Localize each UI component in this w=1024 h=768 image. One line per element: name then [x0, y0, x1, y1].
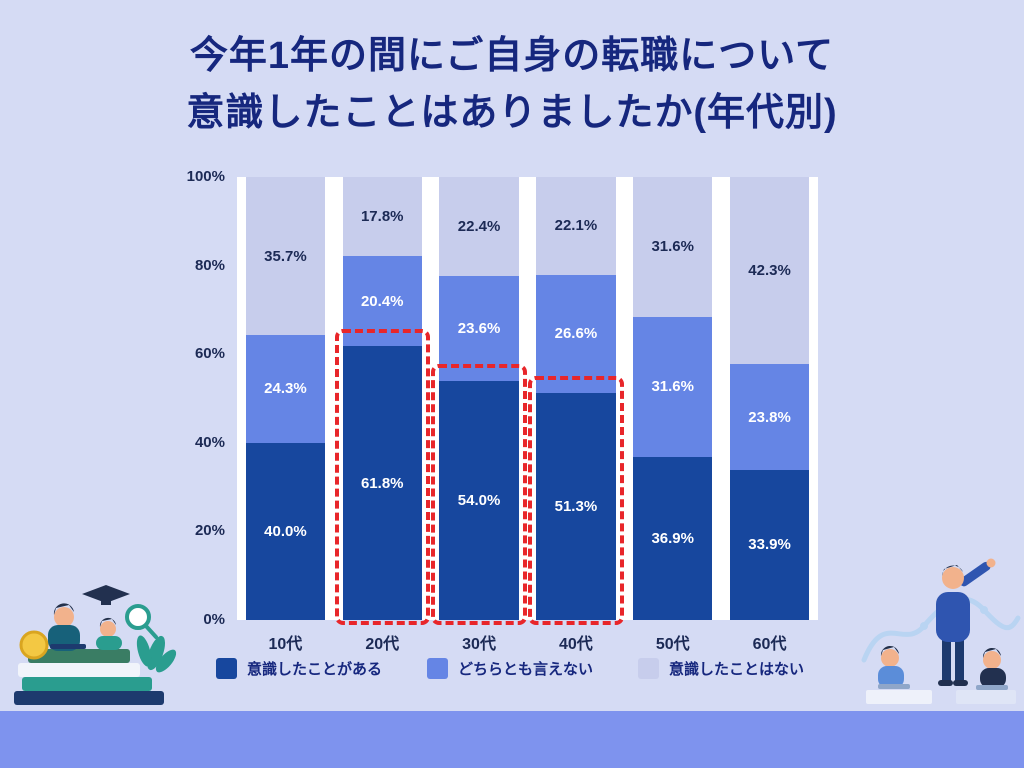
bar-segment: 31.6% [633, 177, 713, 317]
bar-segment: 20.4% [342, 255, 422, 347]
standing-businessman [936, 558, 996, 686]
coin-icon [19, 630, 49, 660]
page-title: 今年1年の間にご自身の転職について 意識したことはありましたか(年代別) [0, 28, 1024, 142]
pedestal-blocks [866, 690, 1016, 704]
graduation-cap-icon [82, 585, 130, 605]
stacked-bar-10代: 40.0% 24.3% 35.7% [245, 177, 326, 620]
second-person [96, 617, 122, 650]
stacked-bar-60代: 33.9% 23.8% 42.3% [729, 177, 810, 620]
stacked-bar-30代: 54.0% 23.6% 22.4% [439, 177, 519, 620]
bar-segment: 61.8% [342, 346, 422, 620]
bar-value-label: 23.6% [457, 320, 501, 337]
bar-value-label: 35.7% [264, 247, 307, 265]
bar-value-label: 17.8% [360, 207, 404, 225]
bar-value-label: 33.9% [748, 536, 791, 554]
decor-illustration-study-left [14, 585, 177, 705]
bar-segment: 24.3% [245, 335, 326, 443]
footer-band [0, 711, 1024, 768]
y-axis-label-100%: 100% [186, 168, 225, 185]
x-axis-label-40代: 40代 [558, 636, 593, 653]
plant-leaves [136, 635, 177, 673]
x-axis-label-30代: 30代 [462, 636, 496, 653]
page-title-line2: 意識したことはありましたか(年代別) [186, 92, 838, 134]
bar-value-label: 40.0% [264, 522, 307, 540]
stacked-bar-chart: 40.0% 24.3% 35.7% 61.8% 20.4% 17.8% 54.0% 23.6%… [187, 168, 818, 653]
book-stack [14, 649, 164, 705]
bar-value-label: 42.3% [748, 262, 791, 280]
bar-segment: 17.8% [342, 177, 422, 256]
bar-column-30代: 54.0% 23.6% 22.4% [431, 177, 528, 625]
bar-column-50代: 36.9% 31.6% 31.6% [624, 177, 721, 620]
bar-segment: 35.7% [245, 177, 326, 336]
bar-segment: 51.3% [536, 392, 616, 620]
bar-value-label: 61.8% [360, 474, 404, 492]
magnifier-icon [125, 604, 158, 639]
bar-segment: 23.6% [439, 276, 519, 381]
bar-value-label: 22.4% [457, 218, 501, 236]
x-axis: 10代 20代 30代 40代 50代 60代 [237, 630, 818, 654]
legend-swatch [638, 658, 659, 679]
decor-illustration-business-right [861, 558, 1021, 704]
y-axis-label-20%: 20% [194, 522, 225, 540]
x-axis-label-10代: 10代 [268, 636, 303, 653]
page-title-line1: 今年1年の間にご自身の転職について [189, 35, 835, 77]
x-axis-label-20代: 20代 [365, 636, 400, 653]
legend-swatch [215, 658, 237, 679]
bar-segment: 23.8% [729, 364, 810, 470]
bar-segment: 42.3% [729, 177, 810, 365]
bar-value-label: 36.9% [651, 529, 694, 547]
bar-segment: 31.6% [633, 316, 713, 457]
bar-column-10代: 40.0% 24.3% 35.7% [237, 177, 334, 620]
legend-item: 意識したことはない [638, 658, 804, 679]
bar-segment: 40.0% [245, 442, 326, 620]
plot-area: 40.0% 24.3% 35.7% 61.8% 20.4% 17.8% 54.0% 23.6%… [237, 177, 818, 625]
x-axis-label-60代: 60代 [752, 636, 787, 653]
bar-segment: 36.9% [633, 456, 713, 620]
bar-value-label: 54.0% [457, 491, 501, 509]
seated-worker-right [976, 647, 1008, 690]
legend-label: 意識したことがある [246, 661, 382, 678]
y-axis-label-80%: 80% [194, 256, 225, 274]
bar-segment: 33.9% [729, 469, 810, 620]
stacked-bar-40代: 51.3% 26.6% 22.1% [536, 177, 616, 620]
bar-segment: 22.4% [439, 177, 519, 277]
bar-segment: 22.1% [536, 177, 616, 275]
y-axis-label-40%: 40% [194, 433, 225, 451]
bar-value-label: 23.8% [748, 408, 791, 426]
stacked-bar-50代: 36.9% 31.6% 31.6% [633, 177, 713, 620]
bar-column-40代: 51.3% 26.6% 22.1% [527, 177, 624, 625]
bar-value-label: 24.3% [264, 380, 307, 398]
bar-value-label: 22.1% [554, 217, 598, 235]
y-axis-label-60%: 60% [194, 345, 225, 363]
person-with-laptop [48, 603, 86, 651]
bar-value-label: 51.3% [554, 497, 598, 515]
stacked-bar-20代: 61.8% 20.4% 17.8% [342, 177, 422, 620]
bar-value-label: 31.6% [651, 378, 694, 396]
chart-legend: 意識したことがある どちらとも言えない 意識したことはない [185, 658, 835, 679]
bar-column-20代: 61.8% 20.4% 17.8% [334, 177, 431, 625]
bar-value-label: 26.6% [554, 325, 598, 343]
bar-value-label: 31.6% [651, 238, 694, 256]
y-axis-label-0%: 0% [203, 611, 225, 628]
legend-label: 意識したことはない [669, 661, 805, 678]
bar-segment: 26.6% [536, 274, 616, 393]
legend-item: 意識したことがある [215, 658, 382, 679]
legend-swatch [426, 658, 448, 679]
seated-worker-left [878, 645, 910, 689]
legend-item: どちらとも言えない [426, 658, 593, 679]
legend-label: どちらとも言えない [457, 661, 593, 678]
bar-value-label: 20.4% [360, 292, 404, 310]
x-axis-label-50代: 50代 [655, 636, 690, 653]
bar-column-60代: 33.9% 23.8% 42.3% [721, 177, 818, 620]
bar-segment: 54.0% [439, 380, 519, 620]
